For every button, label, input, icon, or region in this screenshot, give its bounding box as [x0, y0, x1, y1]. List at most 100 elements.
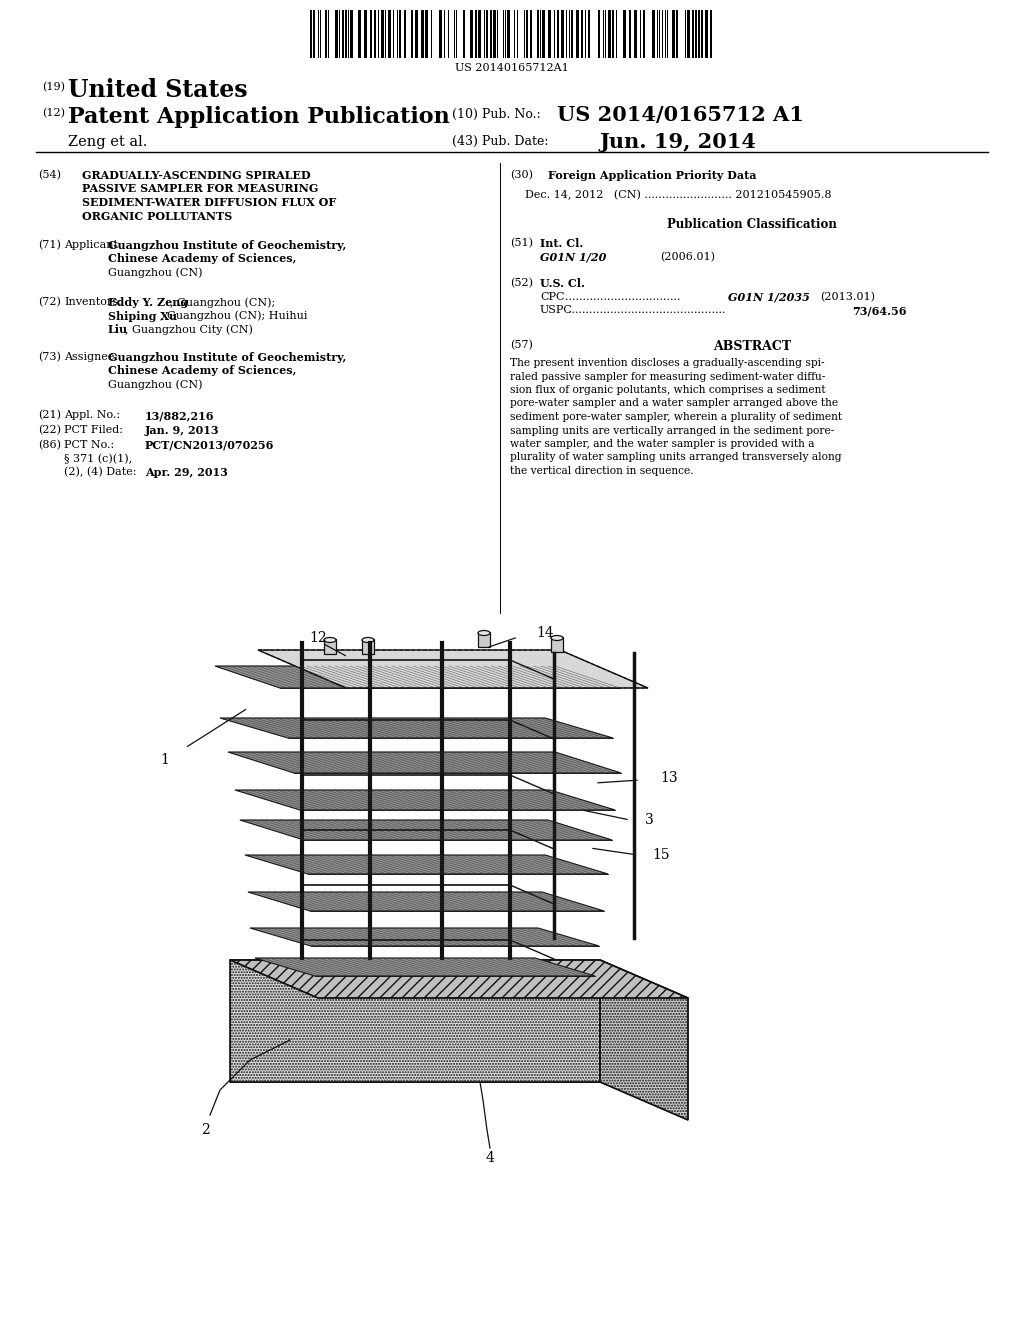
Bar — [425, 11, 428, 58]
Ellipse shape — [478, 631, 490, 635]
Text: (2013.01): (2013.01) — [820, 292, 874, 302]
Polygon shape — [215, 667, 620, 688]
Bar — [652, 11, 655, 58]
Bar — [672, 11, 675, 58]
Bar — [490, 11, 492, 58]
Text: (10) Pub. No.:: (10) Pub. No.: — [452, 108, 541, 121]
Bar — [571, 11, 573, 58]
Text: Guangzhou Institute of Geochemistry,: Guangzhou Institute of Geochemistry, — [108, 240, 346, 251]
Text: Applicant:: Applicant: — [63, 240, 122, 249]
Bar — [598, 11, 600, 58]
Text: , Guangzhou (CN);: , Guangzhou (CN); — [170, 297, 275, 308]
Text: (19): (19) — [42, 82, 65, 92]
Text: U.S. Cl.: U.S. Cl. — [540, 279, 585, 289]
Text: Inventors:: Inventors: — [63, 297, 122, 308]
Bar — [608, 11, 611, 58]
Text: The present invention discloses a gradually-ascending spi-: The present invention discloses a gradua… — [510, 358, 824, 368]
Bar — [551, 638, 563, 652]
Text: 13: 13 — [660, 771, 678, 785]
Text: 12: 12 — [309, 631, 327, 645]
Text: Assignee:: Assignee: — [63, 352, 118, 362]
Text: USPC: USPC — [540, 305, 572, 315]
Text: § 371 (c)(1),: § 371 (c)(1), — [63, 454, 132, 465]
Bar — [530, 11, 532, 58]
Text: Publication Classification: Publication Classification — [667, 218, 837, 231]
Text: 4: 4 — [485, 1151, 495, 1166]
Polygon shape — [600, 960, 688, 1119]
Bar — [478, 632, 490, 647]
Polygon shape — [230, 960, 600, 1082]
Text: CPC: CPC — [540, 292, 564, 302]
Text: US 20140165712A1: US 20140165712A1 — [455, 63, 569, 73]
Text: (72): (72) — [38, 297, 60, 308]
Text: G01N 1/2035: G01N 1/2035 — [728, 292, 810, 304]
Text: Eddy Y. Zeng: Eddy Y. Zeng — [108, 297, 188, 308]
Text: , Guangzhou City (CN): , Guangzhou City (CN) — [125, 323, 253, 334]
Text: Chinese Academy of Sciences,: Chinese Academy of Sciences, — [108, 253, 297, 264]
Text: (22): (22) — [38, 425, 61, 436]
Text: , Guangzhou (CN); Huihui: , Guangzhou (CN); Huihui — [160, 310, 307, 321]
Text: Guangzhou (CN): Guangzhou (CN) — [108, 379, 203, 389]
Text: raled passive sampler for measuring sediment-water diffu-: raled passive sampler for measuring sedi… — [510, 371, 825, 381]
Bar — [710, 11, 712, 58]
Bar — [325, 11, 327, 58]
Text: 14: 14 — [537, 626, 554, 640]
Text: (86): (86) — [38, 440, 61, 450]
Text: Chinese Academy of Sciences,: Chinese Academy of Sciences, — [108, 366, 297, 376]
Ellipse shape — [362, 638, 374, 643]
Bar — [701, 11, 703, 58]
Text: sion flux of organic polutants, which comprises a sediment: sion flux of organic polutants, which co… — [510, 385, 825, 395]
Text: Liu: Liu — [108, 323, 128, 335]
Bar — [692, 11, 694, 58]
Bar — [537, 11, 539, 58]
Text: 73/64.56: 73/64.56 — [852, 305, 906, 315]
Text: G01N 1/20: G01N 1/20 — [540, 252, 606, 263]
Bar — [404, 11, 406, 58]
Text: (2006.01): (2006.01) — [660, 252, 715, 263]
Polygon shape — [245, 855, 608, 874]
Text: (57): (57) — [510, 341, 532, 350]
Text: 13/882,216: 13/882,216 — [145, 411, 214, 421]
Text: (52): (52) — [510, 279, 534, 288]
Text: (71): (71) — [38, 240, 60, 251]
Bar — [313, 11, 315, 58]
Bar — [687, 11, 690, 58]
Bar — [634, 11, 637, 58]
Bar — [439, 11, 442, 58]
Bar — [362, 639, 374, 653]
Text: (54): (54) — [38, 170, 61, 181]
Polygon shape — [230, 960, 688, 998]
Bar — [350, 11, 353, 58]
Text: GRADUALLY-ASCENDING SPIRALED: GRADUALLY-ASCENDING SPIRALED — [82, 170, 310, 181]
Text: .................................: ................................. — [565, 292, 681, 302]
Text: Apr. 29, 2013: Apr. 29, 2013 — [145, 467, 228, 478]
Text: US 2014/0165712 A1: US 2014/0165712 A1 — [557, 106, 804, 125]
Text: Shiping Xu: Shiping Xu — [108, 310, 177, 322]
Bar — [364, 11, 367, 58]
Text: 2: 2 — [201, 1123, 209, 1137]
Bar — [345, 11, 347, 58]
Bar — [388, 11, 391, 58]
Bar — [698, 11, 700, 58]
Text: Jun. 19, 2014: Jun. 19, 2014 — [600, 132, 757, 152]
Bar — [342, 11, 344, 58]
Text: 15: 15 — [652, 847, 670, 862]
Polygon shape — [228, 752, 621, 774]
Bar — [463, 11, 465, 58]
Polygon shape — [248, 892, 604, 911]
Text: 1: 1 — [161, 752, 169, 767]
Text: 3: 3 — [645, 813, 653, 828]
Bar — [324, 639, 336, 653]
Bar — [629, 11, 631, 58]
Text: (12): (12) — [42, 108, 65, 119]
Bar — [478, 11, 481, 58]
Bar — [381, 11, 384, 58]
Bar — [399, 11, 401, 58]
Text: PCT/CN2013/070256: PCT/CN2013/070256 — [145, 440, 274, 451]
Bar — [475, 11, 477, 58]
Bar — [695, 11, 697, 58]
Bar — [493, 11, 496, 58]
Bar — [507, 11, 510, 58]
Text: pore-water sampler and a water sampler arranged above the: pore-water sampler and a water sampler a… — [510, 399, 838, 408]
Text: PCT No.:: PCT No.: — [63, 440, 115, 450]
